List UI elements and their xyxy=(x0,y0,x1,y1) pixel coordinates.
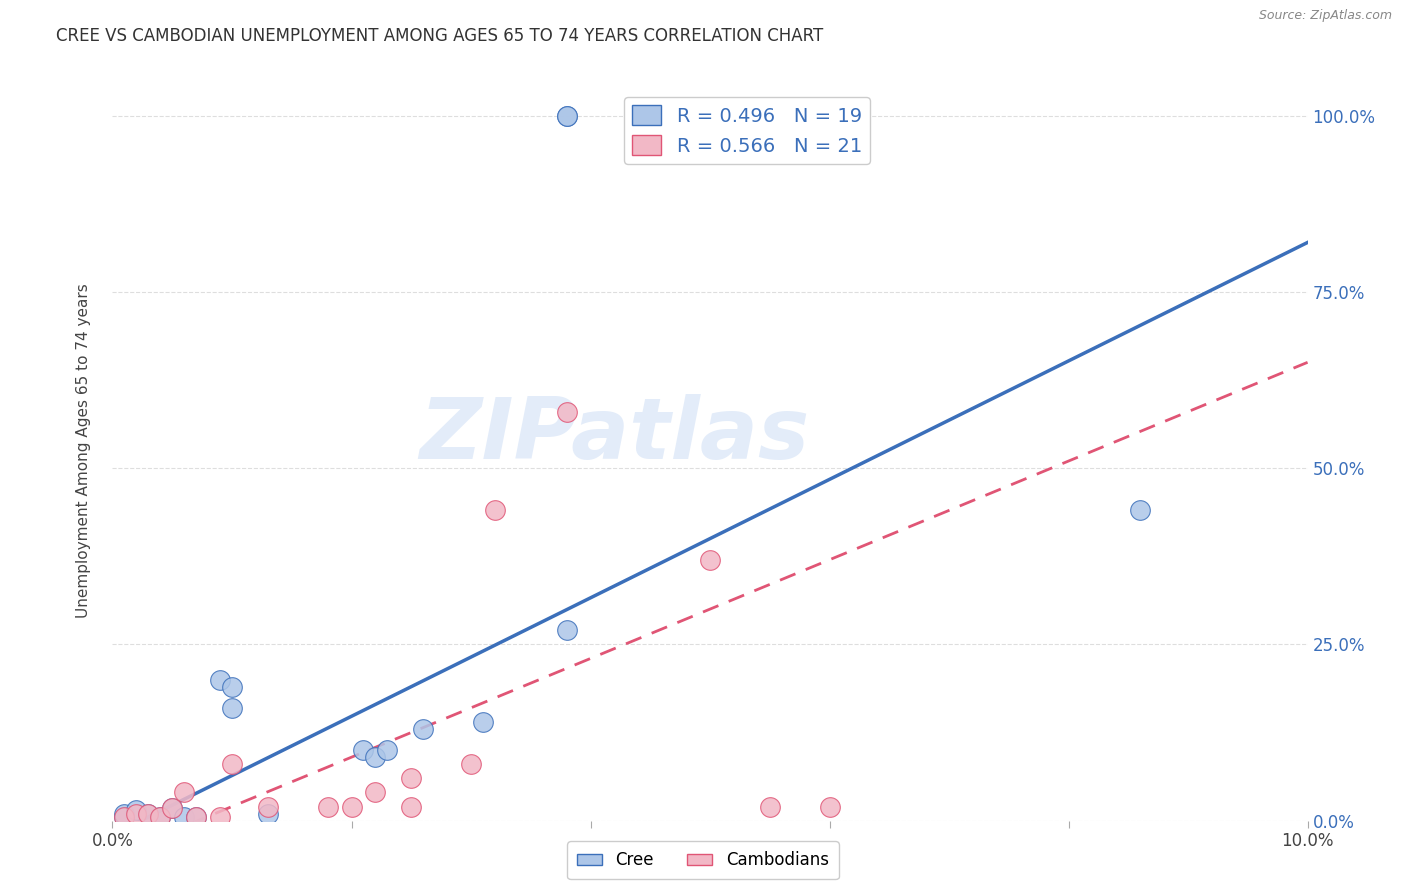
Point xyxy=(353,743,375,757)
Y-axis label: Unemployment Among Ages 65 to 74 years: Unemployment Among Ages 65 to 74 years xyxy=(76,283,91,618)
Point xyxy=(460,757,482,772)
Point xyxy=(114,810,135,824)
Text: Source: ZipAtlas.com: Source: ZipAtlas.com xyxy=(1258,9,1392,22)
Point xyxy=(221,680,243,694)
Point xyxy=(257,799,280,814)
Point xyxy=(377,743,399,757)
Point xyxy=(484,503,506,517)
Point xyxy=(1129,503,1152,517)
Point xyxy=(340,799,363,814)
Point xyxy=(114,806,135,821)
Point xyxy=(138,806,160,821)
Point xyxy=(186,810,208,824)
Text: CREE VS CAMBODIAN UNEMPLOYMENT AMONG AGES 65 TO 74 YEARS CORRELATION CHART: CREE VS CAMBODIAN UNEMPLOYMENT AMONG AGE… xyxy=(56,27,824,45)
Legend: R = 0.496   N = 19, R = 0.566   N = 21: R = 0.496 N = 19, R = 0.566 N = 21 xyxy=(624,97,870,164)
Point xyxy=(221,701,243,715)
Point xyxy=(364,750,387,764)
Text: ZIPatlas: ZIPatlas xyxy=(419,394,810,477)
Point xyxy=(209,810,232,824)
Point xyxy=(401,799,423,814)
Point xyxy=(162,801,183,815)
Point xyxy=(555,109,578,123)
Legend: Cree, Cambodians: Cree, Cambodians xyxy=(567,841,839,880)
Point xyxy=(162,801,183,815)
Point xyxy=(401,772,423,786)
Point xyxy=(364,785,387,799)
Point xyxy=(555,405,578,419)
Point xyxy=(412,722,434,736)
Point xyxy=(555,624,578,638)
Point xyxy=(125,803,148,817)
Point xyxy=(186,810,208,824)
Point xyxy=(221,757,243,772)
Point xyxy=(173,810,195,824)
Point xyxy=(173,785,195,799)
Point xyxy=(209,673,232,687)
Point xyxy=(316,799,339,814)
Point xyxy=(149,810,172,824)
Point xyxy=(257,806,280,821)
Point xyxy=(699,553,721,567)
Point xyxy=(138,806,160,821)
Point xyxy=(472,714,495,729)
Point xyxy=(818,799,841,814)
Point xyxy=(114,810,135,824)
Point xyxy=(555,109,578,123)
Point xyxy=(759,799,782,814)
Point xyxy=(125,806,148,821)
Point xyxy=(149,810,172,824)
